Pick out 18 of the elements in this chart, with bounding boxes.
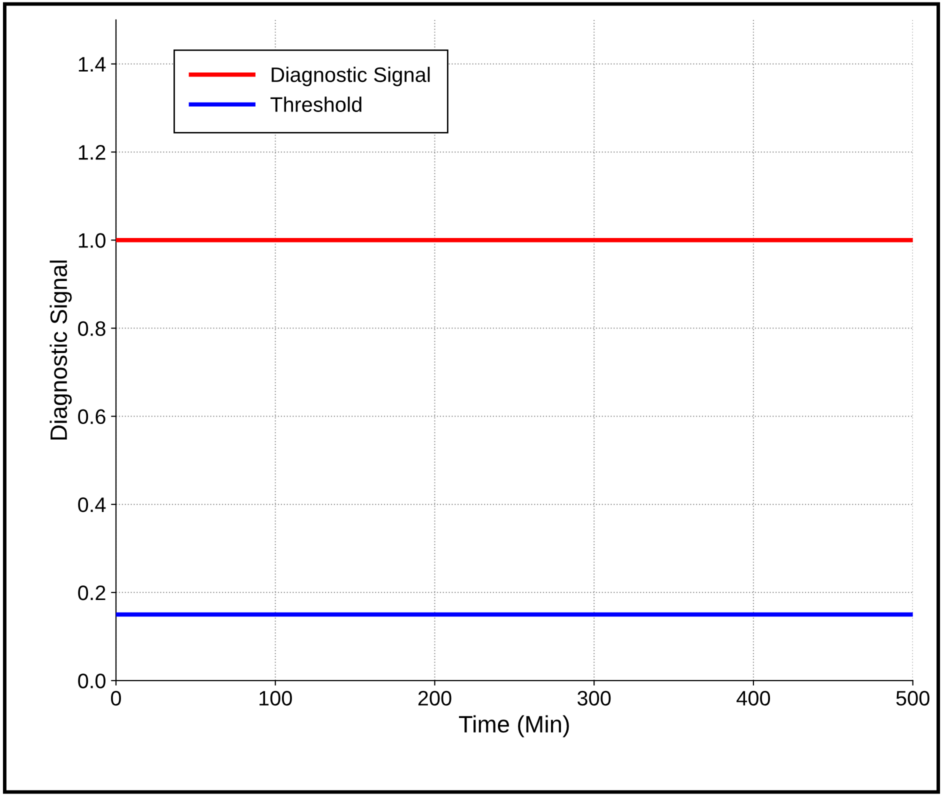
y-tick-label: 0.4	[78, 497, 106, 512]
legend-label: Diagnostic Signal	[272, 66, 430, 86]
y-axis-title: Diagnostic Signal	[50, 260, 72, 440]
y-tick-label: 0.8	[78, 321, 106, 336]
x-tick-label: 400	[736, 690, 770, 706]
y-tick-label: 0.2	[78, 585, 106, 600]
y-tick-label: 0.6	[78, 409, 106, 424]
x-tick-label: 300	[578, 690, 611, 706]
y-tick-label: 1.2	[78, 145, 106, 160]
x-tick-label: 100	[260, 690, 292, 706]
legend-label: Threshold	[270, 96, 362, 112]
x-tick-label: 200	[418, 690, 452, 706]
y-tick-label: 1.0	[78, 233, 106, 248]
x-axis-title: Time (Min)	[458, 715, 569, 738]
y-tick-label: 1.4	[78, 57, 106, 72]
y-tick-label: 0.0	[78, 674, 106, 688]
x-tick-label: 500	[896, 690, 930, 706]
x-tick-label: 0	[111, 690, 121, 706]
